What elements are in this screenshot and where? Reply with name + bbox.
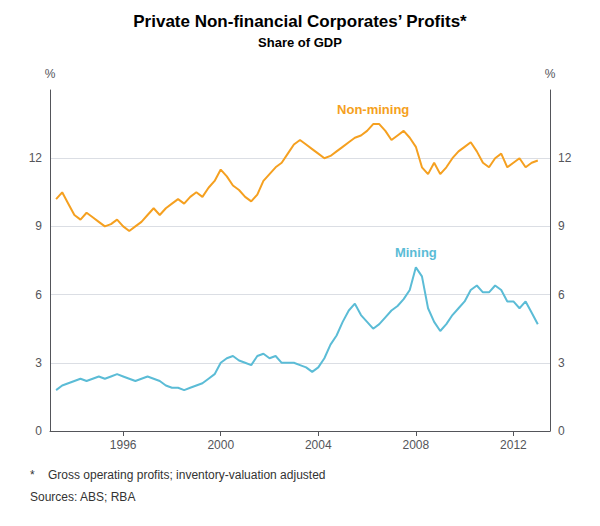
svg-text:2008: 2008	[403, 438, 430, 452]
svg-text:12: 12	[29, 151, 43, 165]
svg-text:3: 3	[35, 356, 42, 370]
svg-text:2012: 2012	[500, 438, 527, 452]
svg-text:Private Non-financial Corporat: Private Non-financial Corporates’ Profit…	[133, 12, 467, 31]
svg-text:Sources: ABS; RBA: Sources: ABS; RBA	[30, 490, 135, 504]
svg-text:* Gross operating profits;: * Gross operating profits; inventory-val…	[30, 468, 326, 482]
svg-text:6: 6	[35, 288, 42, 302]
svg-text:Share of GDP: Share of GDP	[258, 35, 342, 50]
svg-text:0: 0	[558, 424, 565, 438]
svg-text:%: %	[545, 67, 556, 81]
svg-text:2004: 2004	[305, 438, 332, 452]
svg-text:Non-mining: Non-mining	[337, 102, 409, 117]
svg-text:9: 9	[558, 219, 565, 233]
svg-text:2000: 2000	[207, 438, 234, 452]
svg-text:6: 6	[558, 288, 565, 302]
svg-text:9: 9	[35, 219, 42, 233]
svg-text:1996: 1996	[110, 438, 137, 452]
svg-text:0: 0	[35, 424, 42, 438]
svg-text:12: 12	[558, 151, 572, 165]
svg-text:3: 3	[558, 356, 565, 370]
svg-text:Mining: Mining	[395, 245, 437, 260]
svg-text:%: %	[45, 67, 56, 81]
